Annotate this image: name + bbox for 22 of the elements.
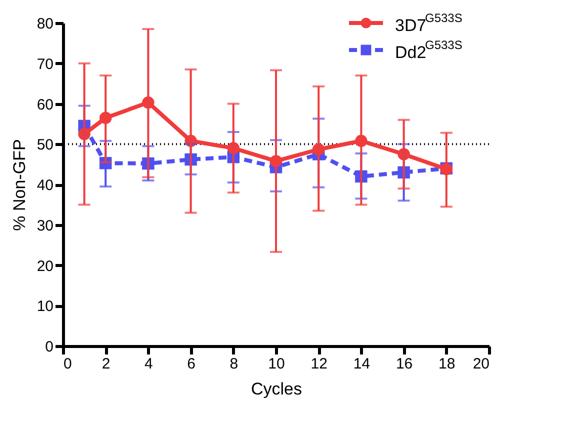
x-tick-label: 12 — [310, 356, 328, 372]
x-tick-label: 0 — [64, 356, 72, 372]
y-axis-title: % Non-GFP — [10, 139, 29, 231]
x-tick-label: 20 — [472, 356, 490, 372]
y-tick-label: 50 — [36, 136, 54, 154]
x-tick-label: 14 — [353, 356, 370, 372]
x-tick-label: 8 — [230, 356, 238, 372]
x-tick-label: 10 — [268, 356, 285, 372]
y-tick-label: 60 — [36, 96, 54, 114]
x-tick-label: 16 — [396, 356, 413, 372]
y-tick-label: 80 — [36, 16, 54, 32]
y-tick-label: 20 — [36, 258, 54, 275]
x-tick-label: 6 — [187, 356, 196, 372]
y-tick-label: 30 — [36, 217, 54, 234]
y-tick-label: 10 — [36, 298, 54, 316]
x-tick-label: 4 — [144, 356, 153, 372]
x-tick-label: 2 — [102, 356, 110, 372]
y-tick-label: 40 — [36, 177, 54, 194]
y-tick-label: 70 — [36, 56, 54, 73]
x-tick-label: 18 — [438, 356, 456, 372]
x-axis-title: Cycles — [250, 380, 302, 398]
y-tick-label: 0 — [45, 338, 54, 356]
